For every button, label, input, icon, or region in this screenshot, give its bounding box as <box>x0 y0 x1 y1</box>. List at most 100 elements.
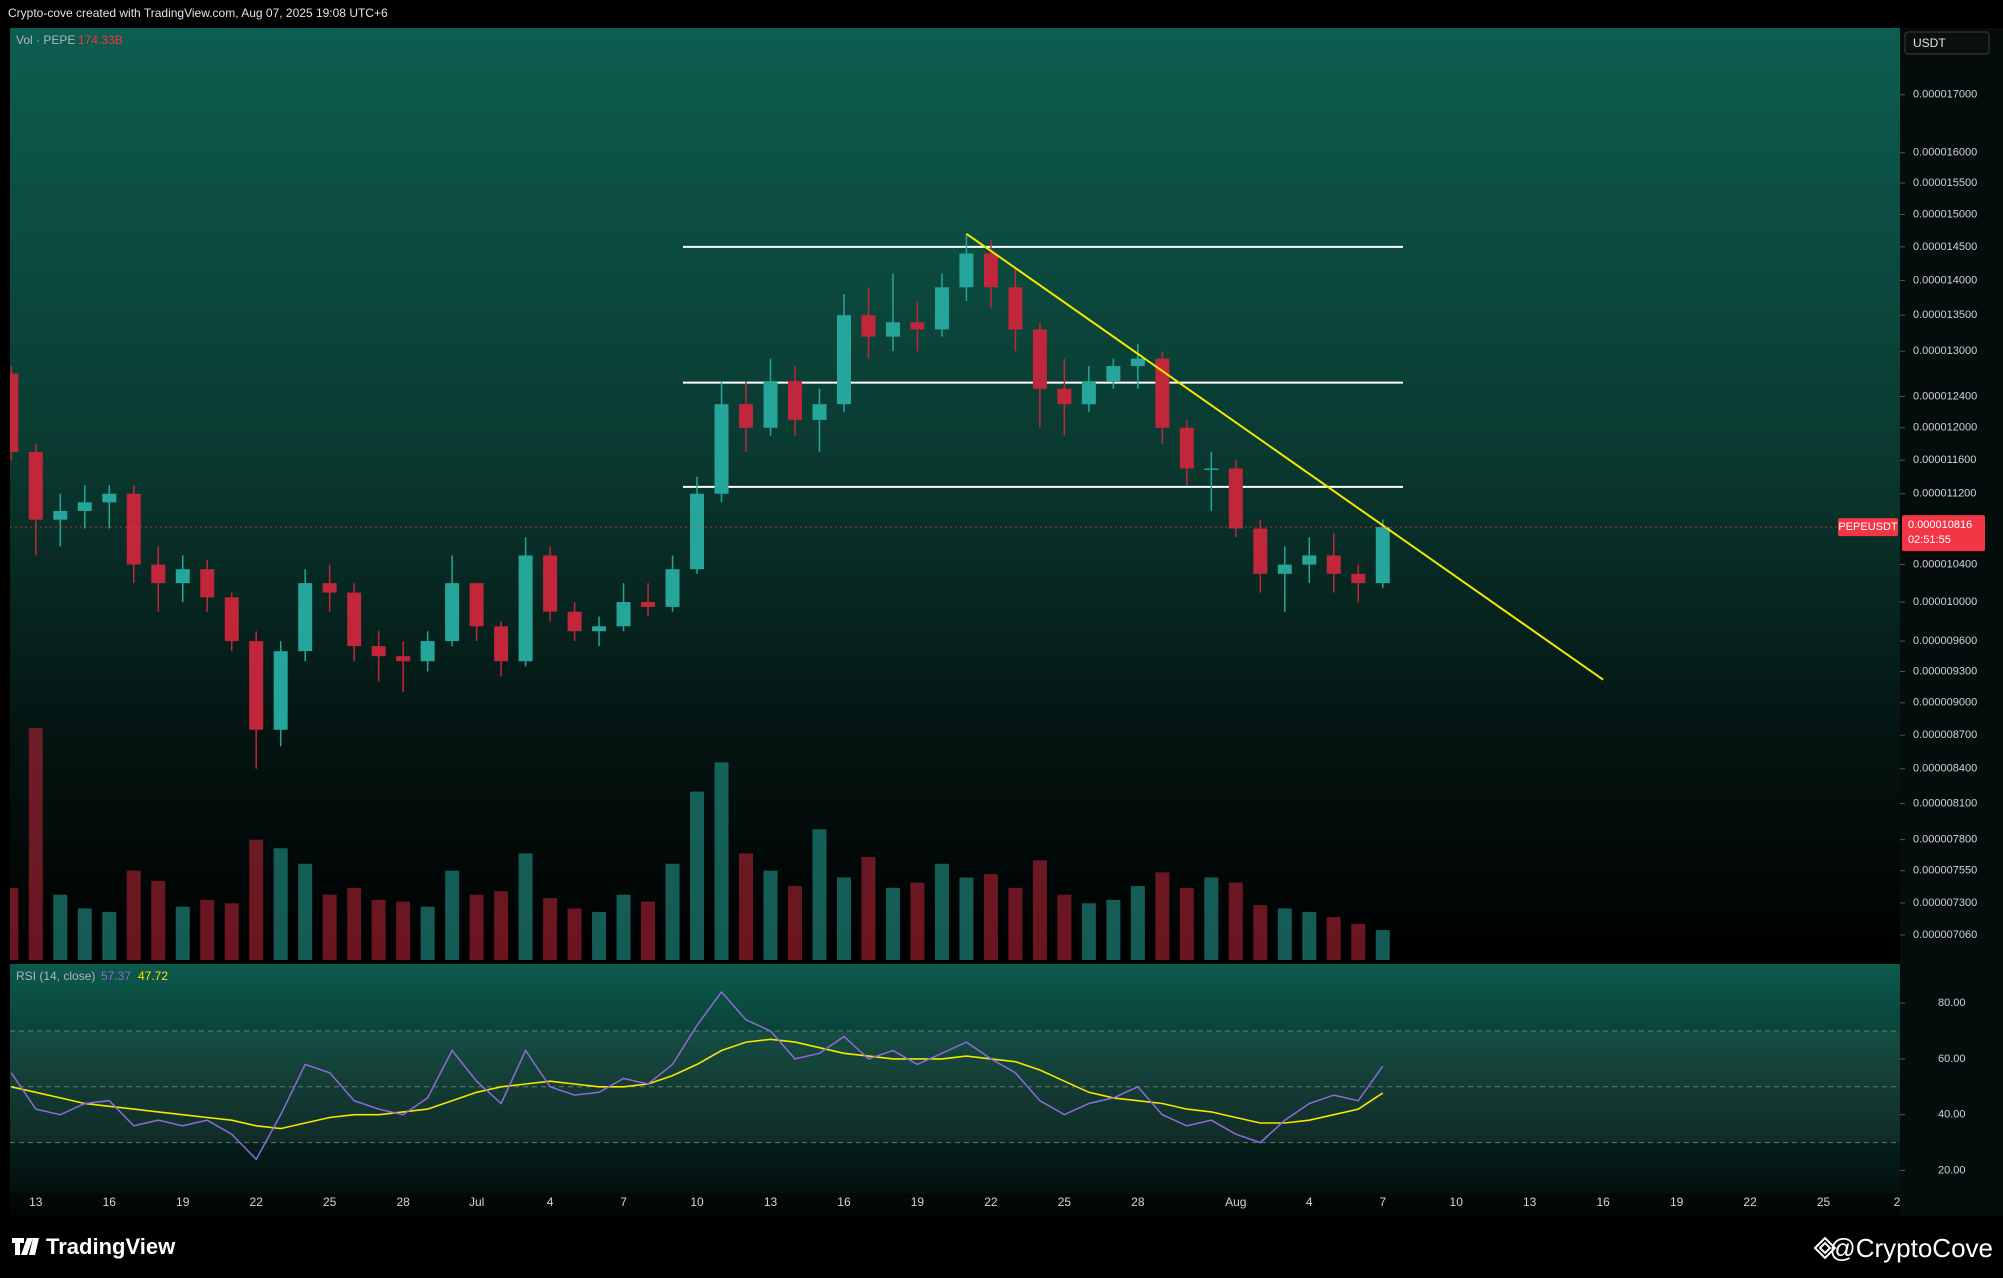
candle-body <box>1351 573 1366 584</box>
rsi-legend: RSI (14, close) <box>16 969 95 983</box>
candle-body <box>445 583 460 642</box>
candle-body <box>249 641 264 730</box>
x-tick-label: 7 <box>1379 1195 1386 1209</box>
volume-legend: Vol · PEPE <box>16 33 75 47</box>
y-tick-label: 0.000011200 <box>1913 488 1976 500</box>
volume-bar <box>1008 887 1023 960</box>
candle-body <box>910 322 925 330</box>
x-tick-label: 28 <box>1131 1195 1145 1209</box>
candle-body <box>1179 427 1194 469</box>
volume-bar <box>518 853 533 960</box>
volume-bar <box>861 856 876 960</box>
candle-body <box>1081 381 1096 405</box>
author-logo <box>1813 1236 1837 1260</box>
volume-legend-value: 174.33B <box>78 33 123 47</box>
volume-bar <box>959 877 974 960</box>
volume-bar <box>714 762 729 960</box>
rsi-value: 57.37 <box>101 969 131 983</box>
volume-bar <box>77 908 92 960</box>
volume-bar <box>1081 903 1096 960</box>
candle-body <box>322 583 337 593</box>
x-tick-label: 4 <box>1306 1195 1313 1209</box>
y-tick-label: 60.00 <box>1938 1053 1966 1065</box>
volume-bar <box>787 886 802 960</box>
candle-body <box>1008 287 1023 330</box>
candle-body <box>1302 555 1317 565</box>
volume-bar <box>1326 917 1341 960</box>
candle-body <box>836 315 851 405</box>
volume-bar <box>885 887 900 960</box>
candle-body <box>665 569 680 607</box>
x-tick-label: 28 <box>396 1195 410 1209</box>
candle-body <box>1057 388 1072 405</box>
volume-bar <box>494 891 509 960</box>
candle-body <box>543 555 558 612</box>
currency-box[interactable] <box>1904 31 1990 55</box>
volume-bar <box>1057 894 1072 960</box>
candle-body <box>1253 528 1268 574</box>
volume-bar <box>371 899 386 960</box>
x-tick-label: 19 <box>176 1195 190 1209</box>
volume-bar <box>641 901 656 960</box>
x-tick-label: Jul <box>469 1195 484 1209</box>
volume-bar <box>836 877 851 960</box>
volume-bar <box>249 839 264 960</box>
candle-body <box>151 564 166 584</box>
candle-body <box>53 510 68 520</box>
x-tick-label: Aug <box>1225 1195 1246 1209</box>
rsi-line <box>10 990 1384 1161</box>
candle-body <box>714 404 729 494</box>
candle-body <box>396 656 411 662</box>
candle-body <box>1375 527 1390 584</box>
y-tick-label: 0.000010400 <box>1913 558 1977 570</box>
y-tick-label: 0.000014000 <box>1913 274 1977 286</box>
rsi-line <box>11 1038 1384 1130</box>
volume-bar <box>739 853 754 960</box>
x-tick-label: 19 <box>911 1195 925 1209</box>
candle-body <box>787 381 802 420</box>
volume-bar <box>420 906 435 960</box>
x-tick-label: 13 <box>764 1195 778 1209</box>
candle-body <box>224 597 239 642</box>
candle-body <box>616 602 631 627</box>
volume-bar <box>200 899 215 960</box>
volume-bar <box>53 894 68 960</box>
currency[interactable]: USDT <box>1913 36 1946 50</box>
price-tag <box>1902 515 1985 552</box>
volume-bar <box>273 848 288 960</box>
x-tick-label: 2 <box>1894 1195 1901 1209</box>
volume-bar <box>983 874 998 960</box>
x-tick-label: 13 <box>1523 1195 1537 1209</box>
candle-body <box>494 626 509 662</box>
volume-bar <box>151 880 166 960</box>
x-tick-label: 16 <box>103 1195 117 1209</box>
y-tick-label: 0.000014500 <box>1913 241 1977 253</box>
candle-body <box>567 611 582 632</box>
y-tick-label: 0.000013000 <box>1913 345 1977 357</box>
volume-bar <box>1130 886 1145 960</box>
volume-bar <box>445 870 460 960</box>
x-tick-label: 19 <box>1670 1195 1684 1209</box>
volume-bar <box>298 863 313 960</box>
y-tick-label: 0.000007800 <box>1913 834 1977 846</box>
candle-body <box>420 641 435 662</box>
y-tick-label: 40.00 <box>1938 1109 1966 1121</box>
x-tick-label: 10 <box>690 1195 704 1209</box>
candle-body <box>469 583 484 627</box>
x-tick-label: 13 <box>29 1195 43 1209</box>
candle-body <box>739 404 754 428</box>
price-label: 0.000010816 <box>1908 519 1972 531</box>
candle-body <box>200 569 215 598</box>
y-tick-label: 0.000012000 <box>1913 422 1977 434</box>
volume-bar <box>543 898 558 960</box>
y-tick-label: 0.000009000 <box>1913 697 1977 709</box>
volume-bar <box>1302 911 1317 960</box>
candle-body <box>10 373 19 452</box>
volume-bar <box>812 829 827 960</box>
price-plot <box>10 232 1900 960</box>
candle-body <box>763 381 778 428</box>
candle-body <box>1130 358 1145 367</box>
brand[interactable]: TradingView <box>46 1234 176 1259</box>
volume-bar <box>1375 930 1390 960</box>
